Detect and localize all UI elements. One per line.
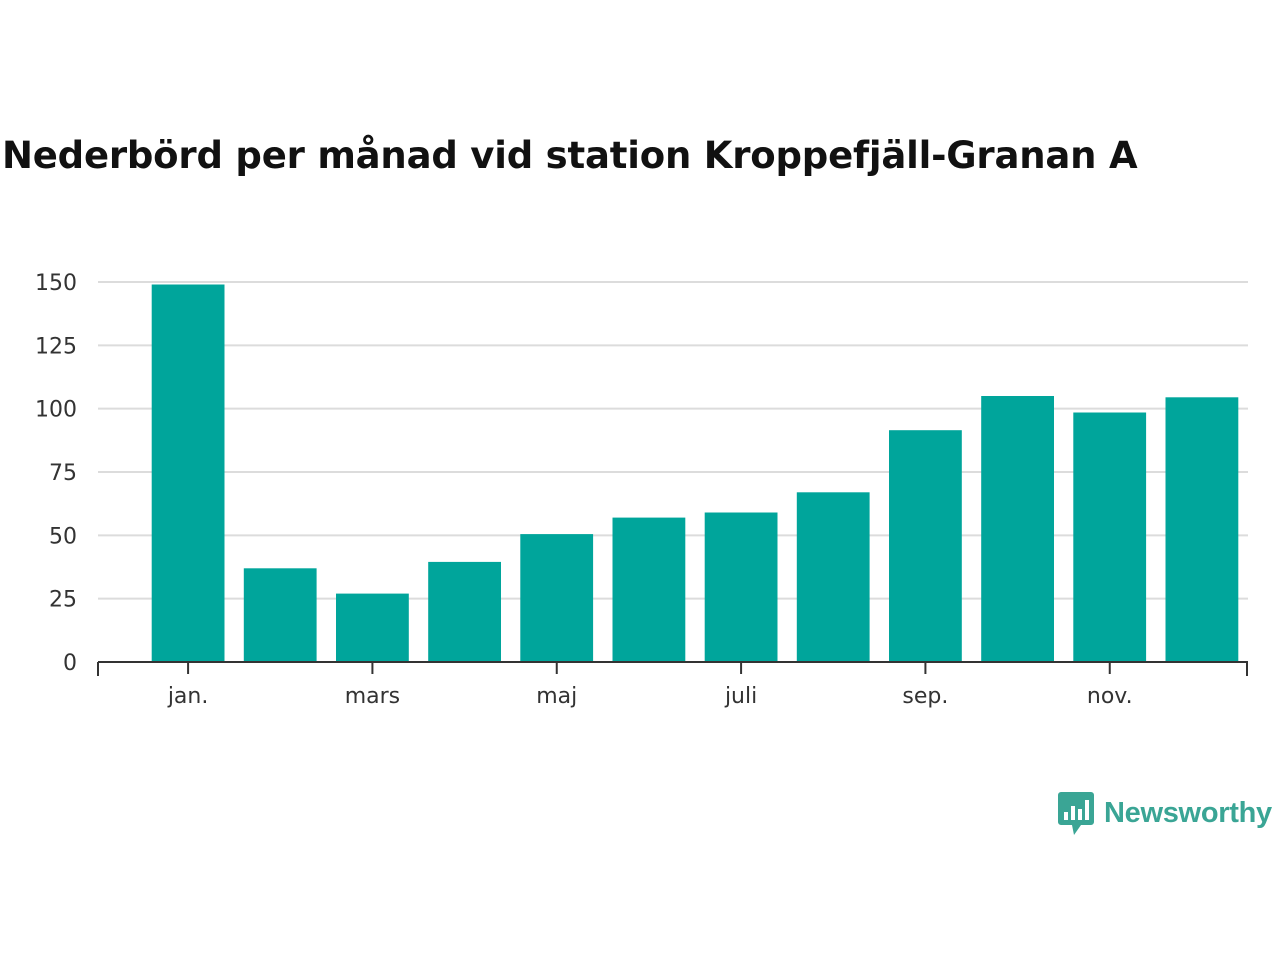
bar-okt xyxy=(981,396,1054,662)
y-tick-label: 100 xyxy=(35,398,77,423)
brand-logo: Newsworthy xyxy=(1058,790,1272,836)
bar-apr xyxy=(428,561,501,662)
bar-juli xyxy=(704,512,778,662)
x-tick-label: juli xyxy=(724,684,757,709)
x-tick-label: sep. xyxy=(902,684,948,709)
y-tick-label: 150 xyxy=(35,271,77,296)
bar-maj xyxy=(520,534,594,662)
brand-name: Newsworthy xyxy=(1104,797,1272,829)
bar-dec xyxy=(1165,397,1239,662)
x-tick-label: mars xyxy=(345,684,400,709)
y-tick-label: 50 xyxy=(49,524,77,549)
chart-title: Nederbörd per månad vid station Kroppefj… xyxy=(2,134,1138,177)
y-tick-label: 25 xyxy=(49,588,77,613)
x-tick-label: jan. xyxy=(167,684,209,709)
x-tick-label: nov. xyxy=(1087,684,1133,709)
x-axis xyxy=(97,661,1248,676)
newsworthy-logo-icon xyxy=(1058,792,1094,835)
bar-jan xyxy=(151,284,225,662)
bar-feb xyxy=(243,568,317,662)
x-tick-label: maj xyxy=(536,684,577,709)
bar-nov xyxy=(1073,412,1147,662)
bar-juni xyxy=(612,517,686,662)
y-tick-label: 125 xyxy=(35,334,77,359)
y-tick-label: 0 xyxy=(63,651,77,676)
x-axis-ticks: jan. mars maj juli sep. nov. xyxy=(167,662,1133,709)
y-axis-ticks: 0 25 50 75 100 125 150 xyxy=(35,271,77,676)
y-tick-label: 75 xyxy=(49,461,77,486)
bars xyxy=(151,284,1239,662)
bar-mars xyxy=(336,593,409,662)
bar-sep xyxy=(889,430,962,662)
bar-aug xyxy=(796,492,870,662)
